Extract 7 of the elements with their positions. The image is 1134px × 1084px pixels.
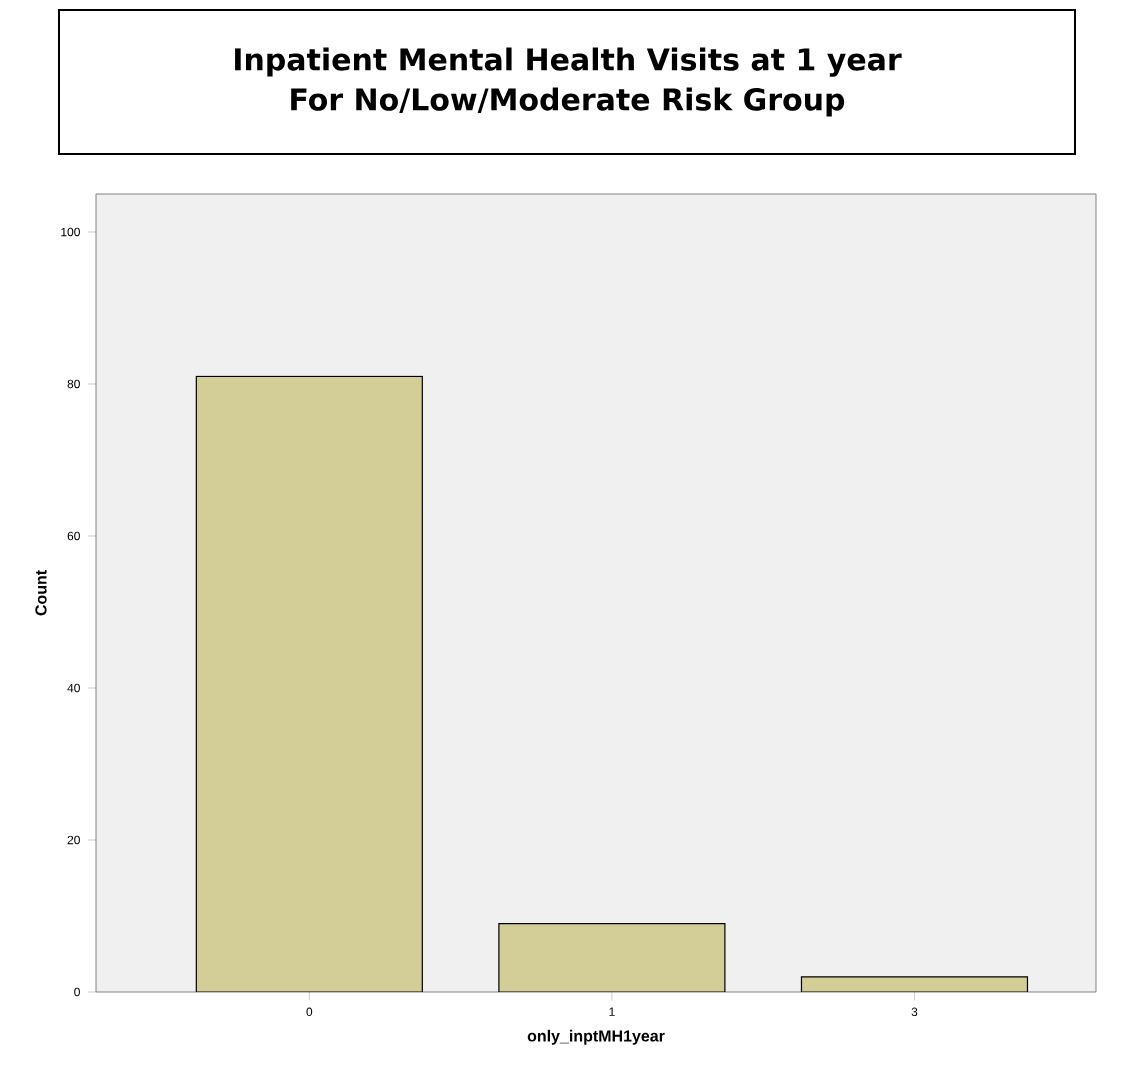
x-axis-title: only_inptMH1year — [527, 1029, 665, 1045]
bar — [195, 375, 423, 992]
y-axis-title: Count — [35, 570, 47, 616]
bar — [498, 923, 726, 992]
chart-title: Inpatient Mental Health Visits at 1 year — [235, 47, 902, 77]
bar — [800, 976, 1029, 992]
chart-subtitle: For No/Low/Moderate Risk Group — [291, 87, 845, 117]
